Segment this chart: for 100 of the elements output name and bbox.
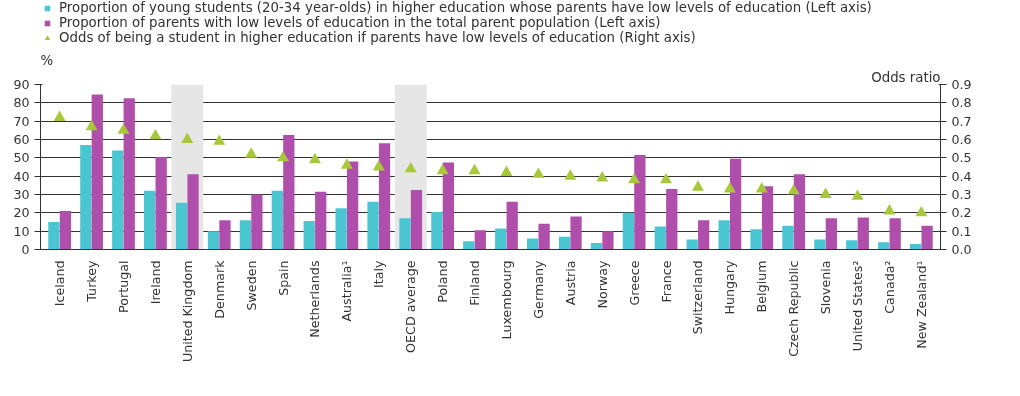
bar — [761, 186, 774, 250]
point — [117, 123, 130, 134]
bar — [570, 216, 582, 250]
bar — [814, 239, 826, 250]
bar — [59, 211, 72, 250]
x-tick-label: Italy — [371, 259, 387, 288]
bar — [347, 161, 359, 250]
x-tick-label: Sweden — [243, 260, 259, 311]
y-tick-label: 90 — [13, 77, 30, 92]
legend-label: Proportion of young students (20-34 year-olds) in higher education whose parents have low levels of education (Left axis) — [59, 0, 872, 15]
bar — [654, 226, 666, 250]
bar — [144, 190, 156, 250]
bar — [558, 236, 571, 250]
y2-tick-label: 0.4 — [951, 168, 972, 184]
bar — [239, 220, 252, 250]
bar — [729, 158, 742, 250]
bar — [666, 189, 678, 250]
bar — [219, 220, 231, 250]
bar — [283, 134, 295, 250]
point — [149, 128, 162, 140]
y-tick-label: 80 — [13, 95, 30, 111]
bar — [793, 174, 806, 250]
point — [723, 182, 736, 193]
y-tick-label: 10 — [13, 223, 30, 239]
bar — [825, 218, 837, 250]
y2-tick-label: 0.7 — [951, 113, 972, 129]
y-tick-label: 0 — [21, 242, 30, 257]
bar — [271, 190, 283, 250]
bar — [698, 220, 710, 250]
x-tick-label: Greece — [626, 260, 642, 306]
bar — [399, 218, 411, 250]
bar — [921, 225, 933, 250]
point — [596, 171, 609, 182]
bar — [718, 220, 730, 250]
bar — [378, 143, 391, 250]
x-tick-label: Belgium — [754, 260, 770, 313]
bar — [315, 191, 327, 250]
bar — [622, 212, 634, 250]
x-tick-label: France — [658, 260, 674, 303]
point — [340, 158, 353, 169]
point — [660, 172, 673, 184]
x-tick-label: Norway — [594, 259, 610, 309]
bar — [207, 231, 220, 250]
y-tick-label: 50 — [13, 150, 30, 166]
legend-label: Proportion of parents with low levels of education in the total parent population (Left axis) — [59, 15, 661, 30]
point — [277, 150, 290, 162]
point — [181, 132, 194, 143]
x-tick-label: Finland — [467, 260, 483, 306]
bar — [857, 217, 869, 250]
point — [85, 119, 98, 131]
x-tick-label: Poland — [435, 260, 451, 303]
x-tick-label: Turkey — [84, 259, 100, 303]
y2-tick-label: 0.6 — [951, 132, 972, 147]
y2-tick-label: 0.3 — [951, 187, 972, 202]
bar — [538, 223, 550, 250]
bar — [155, 156, 167, 250]
bar — [112, 150, 124, 250]
bar — [442, 162, 454, 250]
point — [372, 160, 385, 171]
y2-tick-label: 0.2 — [951, 205, 972, 221]
bar — [463, 241, 475, 250]
y2-tick-label: 0.0 — [951, 242, 972, 257]
bar — [410, 189, 423, 250]
y2-tick-label: 0.9 — [951, 77, 972, 92]
bar — [303, 221, 315, 250]
bar — [91, 94, 103, 250]
point — [691, 180, 704, 191]
legend-label: Odds of being a student in higher education if parents have low levels of education (Right axis) — [59, 30, 696, 45]
point — [755, 182, 768, 193]
bar — [474, 230, 486, 250]
x-tick-label: Switzerland — [690, 260, 706, 335]
bar — [175, 202, 188, 250]
point — [308, 152, 321, 164]
point — [851, 189, 864, 200]
bar — [48, 222, 60, 250]
point — [883, 204, 896, 215]
point — [213, 134, 226, 145]
y-tick-label: 40 — [13, 168, 30, 184]
y2-axis-title: Odds ratio — [871, 69, 941, 85]
x-tick-label: Iceland — [52, 260, 68, 307]
point — [628, 172, 641, 184]
bar — [123, 98, 135, 250]
x-tick-label: Ireland — [147, 260, 163, 305]
x-tick-label: Spain — [275, 260, 291, 296]
x-tick-label: Denmark — [211, 259, 227, 319]
y-tick-label: 60 — [13, 132, 30, 147]
bar — [889, 218, 901, 250]
x-tick-label: Hungary — [722, 259, 738, 315]
bar — [686, 239, 698, 250]
bar — [846, 240, 858, 250]
bar — [431, 211, 443, 250]
y-tick-label: 30 — [13, 187, 30, 202]
point — [532, 167, 545, 178]
x-tick-label: Canada² — [881, 260, 897, 314]
x-tick-label: United Kingdom — [179, 260, 195, 363]
point — [787, 183, 800, 195]
x-tick-label: OECD average — [403, 260, 419, 353]
bar — [187, 174, 199, 250]
bar — [590, 243, 603, 250]
y-tick-label: 70 — [13, 113, 30, 129]
